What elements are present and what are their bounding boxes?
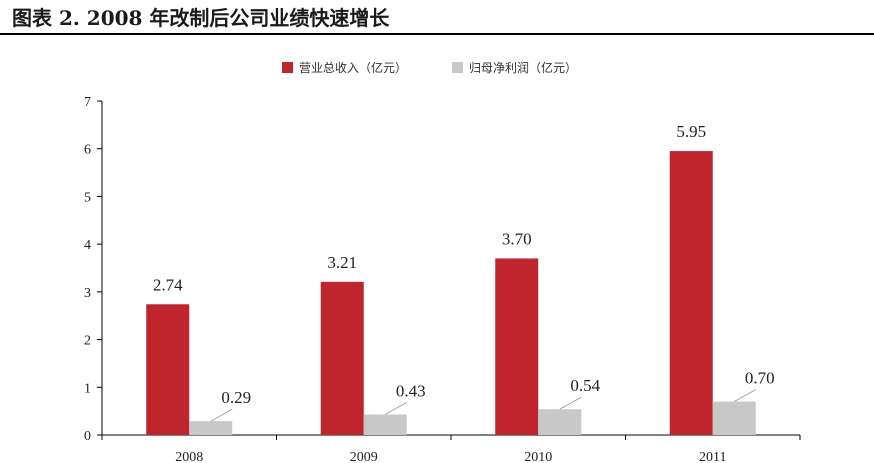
- revenue-bar: [495, 258, 539, 435]
- x-tick-label: 2009: [350, 450, 378, 463]
- revenue-bar: [146, 304, 190, 435]
- profit-bar: [189, 421, 233, 435]
- revenue-bar: [320, 281, 364, 435]
- profit-label-leader: [559, 396, 582, 410]
- revenue-data-label: 2.74: [153, 275, 183, 294]
- figure-title: 图表 2. 2008 年改制后公司业绩快速增长: [12, 6, 390, 30]
- y-tick-label: 5: [84, 190, 91, 205]
- x-tick-label: 2010: [524, 450, 552, 463]
- x-tick-label: 2011: [699, 450, 726, 463]
- profit-bar: [712, 401, 756, 435]
- x-tick-label: 2008: [175, 450, 203, 463]
- y-tick-label: 2: [84, 334, 91, 349]
- profit-label-leader: [385, 402, 407, 415]
- revenue-data-label: 3.70: [502, 229, 532, 248]
- profit-data-label: 0.43: [396, 381, 426, 400]
- y-tick-label: 6: [84, 143, 91, 158]
- profit-data-label: 0.29: [221, 388, 251, 407]
- profit-data-label: 0.54: [570, 376, 600, 395]
- profit-label-leader: [734, 389, 756, 403]
- legend-swatch-2: [452, 62, 463, 73]
- revenue-data-label: 3.21: [327, 253, 357, 272]
- profit-bar: [363, 414, 407, 435]
- y-tick-label: 0: [84, 429, 91, 444]
- revenue-data-label: 5.95: [676, 122, 706, 141]
- y-tick-label: 7: [84, 95, 91, 110]
- profit-bar: [538, 409, 582, 435]
- title-rule: [0, 33, 874, 35]
- legend-label-1: 营业总收入（亿元）: [299, 60, 407, 75]
- profit-data-label: 0.70: [745, 369, 775, 388]
- legend-label-2: 归母净利润（亿元）: [469, 60, 577, 75]
- y-tick-label: 3: [84, 286, 91, 301]
- profit-label-leader: [210, 408, 233, 422]
- revenue-bar: [669, 151, 713, 435]
- legend-swatch-1: [282, 62, 293, 73]
- y-tick-label: 1: [84, 381, 91, 396]
- y-tick-label: 4: [84, 238, 91, 253]
